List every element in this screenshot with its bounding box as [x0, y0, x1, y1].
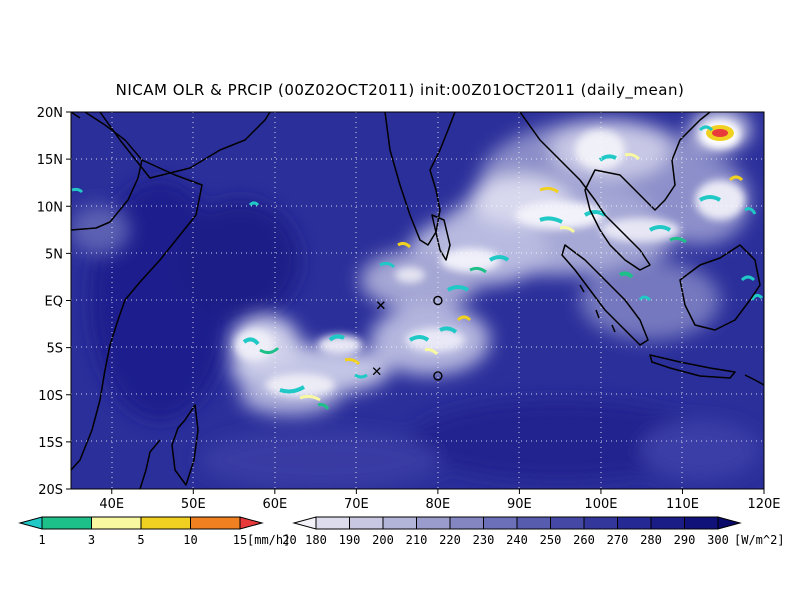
olr-label: 290: [674, 533, 696, 547]
precip-arrow-high: [239, 516, 264, 530]
olr-label: 230: [473, 533, 495, 547]
circle-marker: [433, 371, 443, 381]
olr-label: 280: [640, 533, 662, 547]
precip-swatch: [41, 516, 92, 530]
lon-tick-label: 110E: [666, 497, 699, 512]
lat-tick-label: EQ: [45, 295, 63, 310]
olr-arrow-low: [292, 516, 317, 530]
lon-tick-label: 120E: [747, 497, 780, 512]
lon-tick-label: 80E: [425, 497, 450, 512]
precip-swatch: [190, 516, 241, 530]
precipitation-colorbar: 1 3 5 10 15 20: [18, 516, 297, 547]
olr-label: 220: [439, 533, 461, 547]
olr-swatch: [617, 516, 652, 530]
lat-tick-label: 15N: [37, 153, 63, 168]
gridlines: [71, 112, 764, 489]
precip-label: 20: [282, 533, 296, 547]
lat-tick-label: 5S: [46, 342, 63, 357]
olr-swatch: [550, 516, 585, 530]
olr-swatch: [449, 516, 484, 530]
olr-swatch: [315, 516, 350, 530]
lon-tick-label: 60E: [262, 497, 287, 512]
coast-arabia: [99, 112, 271, 179]
olr-label: 210: [406, 533, 428, 547]
coast-seasia: [519, 112, 711, 271]
olr-swatch: [349, 516, 384, 530]
olr-label: 180: [305, 533, 327, 547]
olr-field-dark: [90, 180, 760, 489]
olr-label: 200: [372, 533, 394, 547]
lat-tick-label: 10S: [38, 389, 63, 404]
olr-swatch: [382, 516, 417, 530]
latitude-axis: 20N 15N 10N 5N EQ 5S 10S 15S 20S: [37, 106, 71, 498]
olr-swatch: [650, 516, 685, 530]
olr-label: 190: [339, 533, 361, 547]
olr-swatch: [583, 516, 618, 530]
olr-swatch: [483, 516, 518, 530]
olr-label: 240: [506, 533, 528, 547]
lat-tick-label: 5N: [45, 247, 63, 262]
olr-colorbar: 180 190 200 210 220 230 240 250 260 270 280 290 300: [292, 516, 742, 547]
precip-swatch: [140, 516, 191, 530]
lon-tick-label: 90E: [507, 497, 532, 512]
olr-label: 270: [607, 533, 629, 547]
longitude-axis: 40E 50E 60E 70E 80E 90E 100E 110E 120E: [99, 489, 781, 512]
olr-swatch: [516, 516, 551, 530]
x-marker: [372, 367, 381, 376]
precip-arrow-low: [18, 516, 43, 530]
olr-label: 260: [573, 533, 595, 547]
circle-marker: [433, 295, 443, 306]
precip-label: 3: [88, 533, 95, 547]
olr-swatch: [684, 516, 719, 530]
lon-tick-label: 50E: [181, 497, 206, 512]
coast-borneo: [679, 244, 761, 331]
coast-java: [649, 354, 736, 379]
olr-unit: [W/m^2]: [734, 533, 785, 547]
precip-label: 1: [38, 533, 45, 547]
coast-africa: [71, 112, 143, 231]
precip-label: 10: [183, 533, 197, 547]
lat-tick-label: 15S: [38, 436, 63, 451]
station-markers: [372, 295, 443, 381]
olr-swatch: [416, 516, 451, 530]
lat-tick-label: 20N: [37, 106, 63, 121]
precip-label: 15: [233, 533, 247, 547]
precip-cells: [71, 125, 764, 410]
coast-sumatra: [561, 244, 649, 346]
lat-tick-label: 20S: [38, 483, 63, 498]
olr-label: 300: [707, 533, 729, 547]
map-panel: [71, 112, 764, 489]
coastlines: [71, 112, 764, 489]
coast-madagascar: [171, 404, 199, 486]
map-title: NICAM OLR & PRCIP (00Z02OCT2011) init:00…: [116, 81, 685, 100]
precip-unit: [mm/h]: [247, 533, 290, 547]
precip-label: 5: [137, 533, 144, 547]
precip-swatch: [91, 516, 142, 530]
x-marker: [376, 301, 385, 310]
lon-tick-label: 70E: [344, 497, 369, 512]
lon-tick-label: 40E: [99, 497, 124, 512]
lat-tick-label: 10N: [37, 200, 63, 215]
lon-tick-label: 100E: [584, 497, 617, 512]
olr-label: 250: [540, 533, 562, 547]
olr-arrow-high: [717, 516, 742, 530]
